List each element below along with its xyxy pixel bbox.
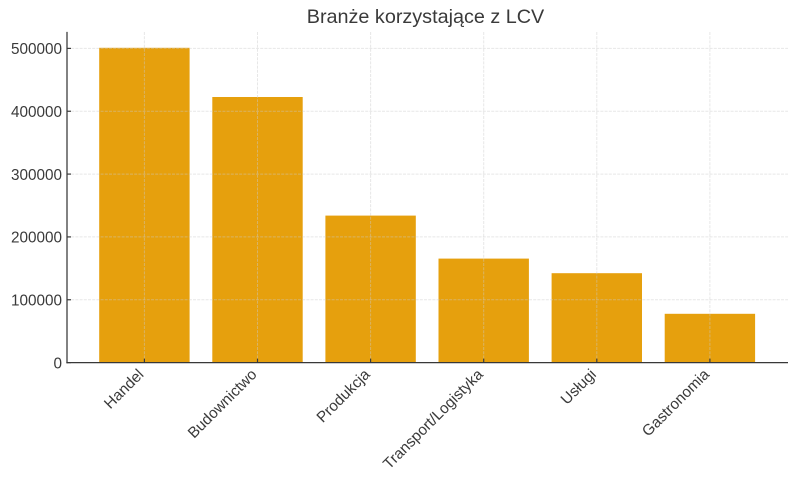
svg-text:500000: 500000: [11, 41, 62, 58]
svg-text:200000: 200000: [11, 230, 62, 247]
svg-text:100000: 100000: [11, 293, 62, 310]
svg-text:300000: 300000: [11, 167, 62, 184]
svg-text:0: 0: [53, 355, 62, 372]
svg-text:400000: 400000: [11, 104, 62, 121]
svg-text:Branże korzystające z LCV: Branże korzystające z LCV: [307, 6, 545, 28]
